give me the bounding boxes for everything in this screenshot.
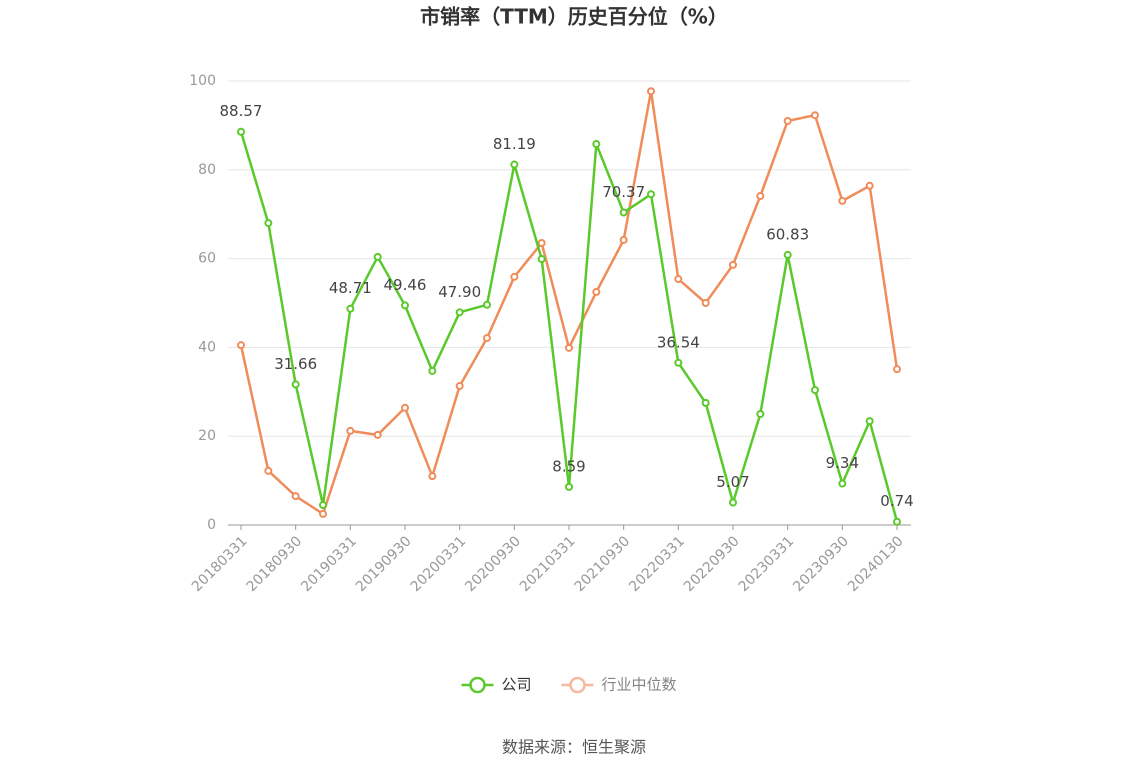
- data-point: [401, 403, 409, 412]
- data-point: [592, 140, 601, 149]
- data-point: [237, 341, 245, 350]
- data-label: 88.57: [220, 102, 263, 120]
- data-point: [647, 190, 655, 199]
- data-label: 70.37: [602, 183, 645, 201]
- data-point: [428, 366, 437, 375]
- data-point: [647, 87, 655, 96]
- y-tick-label: 20: [198, 428, 216, 444]
- data-point: [537, 239, 546, 248]
- data-point: [674, 275, 683, 284]
- data-point: [783, 250, 792, 259]
- data-point: [865, 417, 874, 426]
- data-point: [811, 111, 819, 120]
- data-point: [291, 492, 300, 501]
- legend-label: 公司: [502, 676, 532, 694]
- data-point: [619, 235, 628, 244]
- x-tick-label: 20230930: [790, 533, 852, 595]
- x-tick-label: 20210331: [517, 533, 579, 595]
- data-point: [237, 127, 245, 136]
- y-tick-label: 0: [207, 517, 216, 533]
- data-point: [893, 517, 901, 526]
- data-point: [565, 482, 573, 491]
- data-point: [565, 343, 573, 352]
- data-point: [264, 219, 273, 228]
- x-tick-label: 20220930: [681, 533, 743, 595]
- data-point: [455, 308, 464, 317]
- data-point: [510, 272, 519, 281]
- data-point: [483, 300, 491, 309]
- data-point: [756, 410, 765, 418]
- data-point: [346, 304, 355, 313]
- data-point: [455, 382, 464, 391]
- data-point: [319, 501, 327, 510]
- x-tick-label: 20180930: [244, 533, 306, 595]
- data-label: 60.83: [766, 225, 809, 243]
- data-point: [619, 208, 628, 217]
- x-tick-label: 20210930: [572, 533, 634, 595]
- data-point: [537, 255, 546, 264]
- data-point: [373, 430, 382, 439]
- data-point: [346, 426, 355, 435]
- data-point: [401, 301, 409, 310]
- y-tick-label: 60: [198, 251, 216, 267]
- x-tick-label: 20230331: [736, 533, 798, 595]
- legend-marker: [569, 676, 586, 694]
- x-tick-label: 20240130: [845, 533, 907, 595]
- data-point: [510, 160, 519, 169]
- data-point: [865, 181, 874, 190]
- data-point: [291, 380, 300, 389]
- x-tick-label: 20190331: [298, 533, 360, 595]
- data-point: [783, 116, 792, 125]
- data-point: [264, 466, 273, 475]
- y-tick-label: 80: [198, 162, 216, 178]
- x-tick-label: 20200331: [408, 533, 470, 595]
- x-tick-label: 20180331: [189, 533, 251, 595]
- legend-label: 行业中位数: [602, 676, 677, 694]
- data-label: 5.07: [716, 473, 749, 491]
- data-point: [838, 196, 847, 205]
- x-tick-label: 20190930: [353, 533, 415, 595]
- data-point: [592, 287, 601, 296]
- chart-title: 市销率（TTM）历史百分位（%）: [420, 5, 728, 29]
- data-point: [838, 479, 847, 488]
- data-point: [893, 365, 901, 374]
- y-tick-label: 40: [198, 339, 216, 355]
- data-point: [729, 260, 737, 269]
- legend-marker: [469, 676, 486, 694]
- data-point: [428, 472, 437, 481]
- data-label: 0.74: [880, 492, 913, 510]
- data-label: 48.71: [329, 279, 372, 297]
- y-tick-label: 100: [189, 73, 216, 89]
- data-label: 49.46: [384, 276, 427, 294]
- x-tick-label: 20200930: [462, 533, 524, 595]
- series-line: [239, 90, 899, 516]
- data-point: [729, 498, 737, 507]
- data-point: [811, 386, 819, 395]
- data-label: 31.66: [274, 355, 317, 373]
- data-point: [701, 299, 710, 307]
- legend-item: 公司: [461, 676, 532, 694]
- data-label: 81.19: [493, 135, 536, 153]
- data-point: [701, 398, 710, 407]
- legend-item: 行业中位数: [561, 676, 677, 694]
- data-point: [756, 191, 765, 200]
- data-label: 9.34: [826, 454, 859, 472]
- data-point: [319, 509, 327, 518]
- data-point: [674, 358, 683, 367]
- data-point: [483, 334, 491, 343]
- x-tick-label: 20220331: [626, 533, 688, 595]
- source-note: 数据来源：恒生聚源: [502, 738, 646, 757]
- data-point: [373, 252, 382, 261]
- data-label: 36.54: [657, 333, 700, 351]
- data-label: 47.90: [438, 283, 481, 301]
- data-label: 8.59: [552, 457, 585, 475]
